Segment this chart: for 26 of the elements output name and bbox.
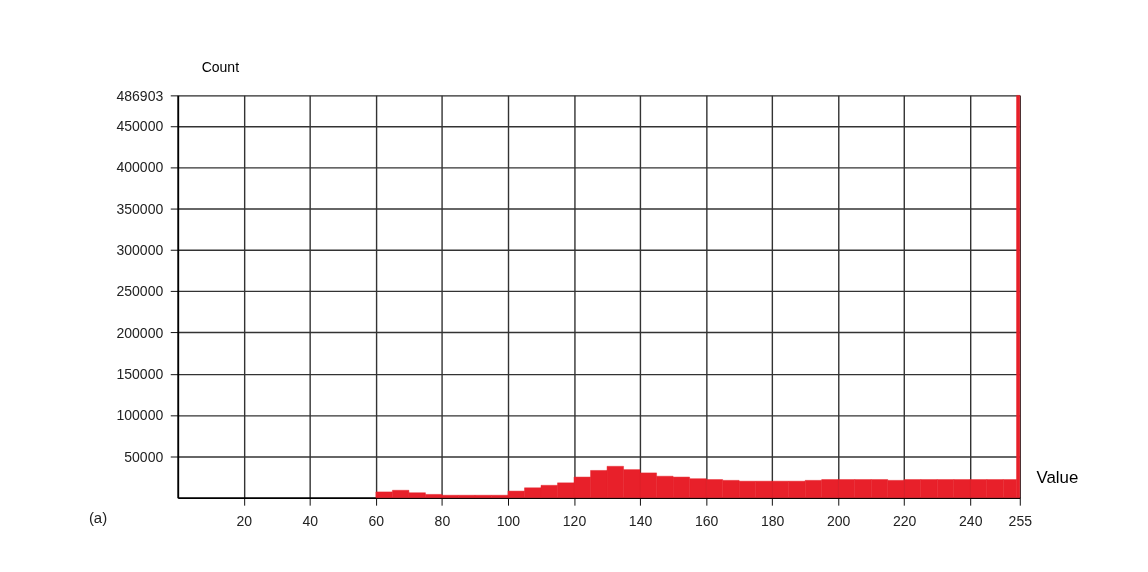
y-tick-label: 486903: [116, 87, 164, 104]
x-tick-label: 220: [893, 513, 917, 530]
y-tick-label: 400000: [116, 159, 164, 176]
x-tick-label: 100: [496, 513, 521, 530]
x-tick-label: 20: [236, 513, 253, 530]
y-tick-label: 100000: [116, 407, 164, 424]
x-tick-label: 60: [368, 513, 385, 530]
x-tick-label: 40: [302, 513, 319, 530]
y-tick-label: 250000: [116, 283, 164, 300]
x-tick-label: 80: [434, 513, 451, 530]
x-tick-label: 255: [1008, 513, 1033, 530]
y-tick-label: 450000: [116, 118, 164, 135]
y-tick-label: 300000: [116, 241, 164, 258]
x-axis-title: Value: [1036, 468, 1079, 488]
text: (a): [88, 508, 108, 526]
x-tick-label: 240: [959, 513, 983, 530]
y-tick-label: 150000: [116, 365, 164, 382]
x-tick-label: 140: [628, 513, 653, 530]
y-tick-label: 50000: [124, 448, 164, 465]
y-tick-label: 350000: [116, 200, 164, 217]
y-tick-label: 200000: [116, 324, 164, 341]
x-tick-label: 160: [694, 513, 719, 530]
x-tick-label: 120: [562, 513, 587, 530]
x-tick-label: 180: [760, 513, 785, 530]
x-tick-label: 200: [826, 513, 851, 530]
y-axis-title: Count: [201, 59, 240, 76]
